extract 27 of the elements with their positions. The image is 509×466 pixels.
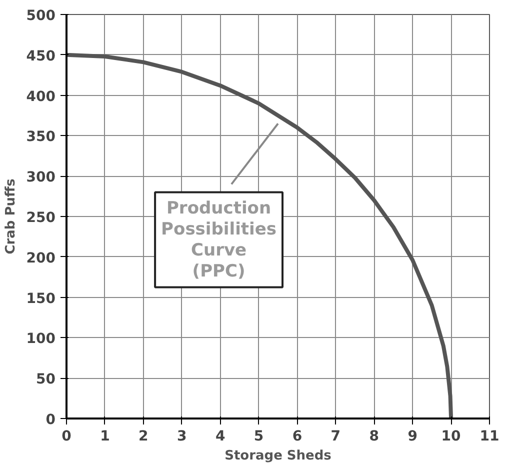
y-tick-label: 150 bbox=[26, 290, 56, 307]
y-tick-label: 250 bbox=[26, 210, 56, 226]
x-tick-label: 3 bbox=[176, 428, 187, 444]
x-tick-label: 0 bbox=[62, 428, 72, 444]
x-tick-label: 5 bbox=[254, 428, 264, 444]
y-tick-label: 50 bbox=[36, 372, 56, 388]
annotation: Production Possibilities Curve (PPC) bbox=[161, 198, 277, 282]
line-series bbox=[66, 52, 454, 418]
x-tick-label: 11 bbox=[480, 428, 500, 444]
y-tick-label: 200 bbox=[26, 250, 56, 266]
y-tick-label: 450 bbox=[26, 48, 56, 64]
x-tick-label: 8 bbox=[369, 428, 380, 444]
y-tick-label: 500 bbox=[26, 8, 56, 24]
y-tick-label: 100 bbox=[26, 331, 56, 348]
x-axis-title: Storage Sheds bbox=[224, 448, 332, 464]
x-tick-label: 10 bbox=[441, 428, 462, 444]
y-tick-label: 300 bbox=[26, 170, 56, 186]
x-tick-label: 2 bbox=[138, 428, 148, 444]
x-tick-label: 1 bbox=[100, 428, 110, 444]
y-tick-label: 400 bbox=[26, 88, 56, 105]
x-tick-label: 9 bbox=[408, 428, 418, 444]
x-tick-label: 4 bbox=[215, 428, 226, 444]
x-tick-label: 6 bbox=[292, 428, 302, 444]
y-tick-label: 0 bbox=[46, 412, 56, 428]
y-tick-label: 350 bbox=[26, 129, 56, 146]
x-tick-label: 7 bbox=[330, 428, 341, 444]
y-axis-title: Crab Puffs bbox=[3, 178, 18, 254]
